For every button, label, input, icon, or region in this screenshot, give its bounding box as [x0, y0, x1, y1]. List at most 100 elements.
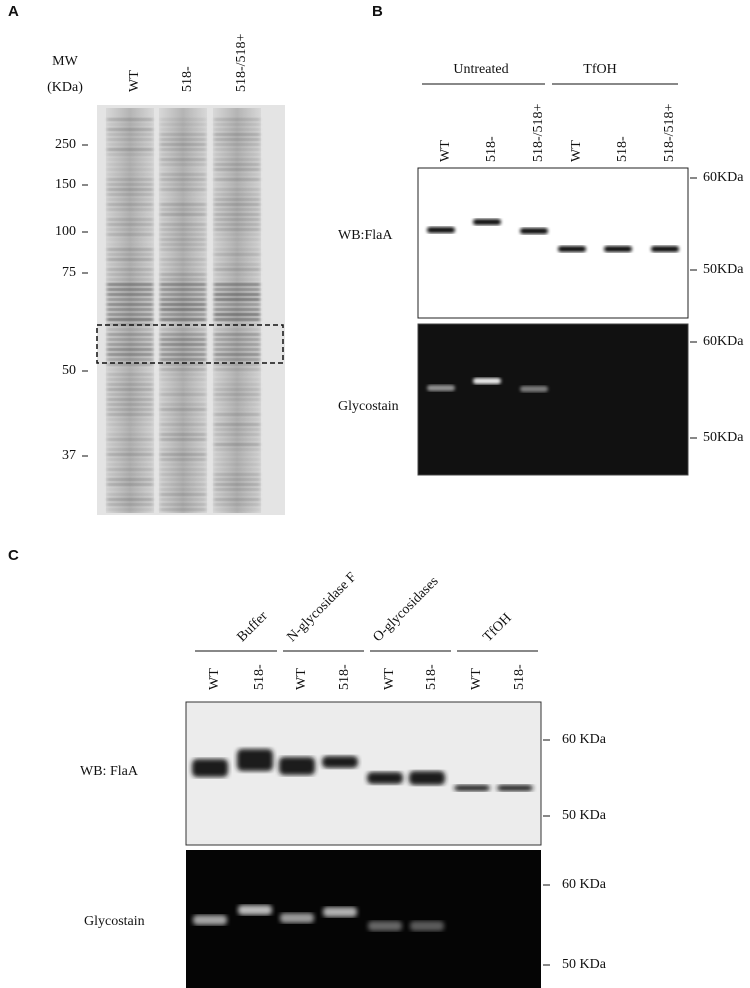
- gel-band: [214, 273, 260, 276]
- gel-band: [107, 233, 153, 236]
- row-label: Glycostain: [84, 914, 145, 929]
- gel-band: [160, 118, 206, 121]
- row-label: WB:FlaA: [338, 228, 393, 243]
- gel-band: [160, 203, 206, 206]
- gel-band: [107, 123, 153, 126]
- blot-band: [604, 246, 632, 252]
- gel-band: [107, 143, 153, 146]
- gel-band: [160, 398, 206, 401]
- glyco-band: [473, 378, 501, 384]
- gel-band: [160, 438, 206, 441]
- kda-marker: 60KDa: [703, 170, 744, 185]
- lane-label: 518-: [484, 136, 499, 162]
- gel-band: [214, 243, 260, 246]
- gel-band: [160, 253, 206, 256]
- gel-band: [107, 398, 153, 401]
- gel-band: [107, 158, 153, 161]
- mw-marker: 250: [55, 137, 76, 152]
- gel-band: [214, 143, 260, 146]
- gel-band: [214, 483, 260, 486]
- gel-band: [107, 188, 153, 191]
- gel-band: [107, 313, 153, 316]
- gel-band: [107, 293, 153, 296]
- gel-band: [160, 218, 206, 221]
- gel-band: [160, 198, 206, 201]
- lane-label: WT: [569, 140, 584, 162]
- lane-label: 518-: [180, 66, 195, 92]
- gel-band: [107, 468, 153, 471]
- panel-label: A: [8, 3, 19, 20]
- gel-band: [107, 288, 153, 291]
- gel-band: [214, 313, 260, 316]
- gel-band: [160, 408, 206, 411]
- gel-band: [160, 378, 206, 381]
- gel-band: [214, 493, 260, 496]
- gel-band: [160, 288, 206, 291]
- kda-marker: 60 KDa: [562, 877, 607, 892]
- gel-band: [214, 408, 260, 411]
- gel-band: [160, 483, 206, 486]
- gel-band: [160, 503, 206, 506]
- gel-band: [214, 183, 260, 186]
- blot-band: [651, 246, 679, 252]
- gel-band: [214, 353, 260, 356]
- lane-label: WT: [127, 70, 142, 92]
- gel-band: [107, 253, 153, 256]
- gel-band: [214, 328, 260, 331]
- gel-band: [160, 193, 206, 196]
- gel-band: [107, 413, 153, 416]
- gel-band: [107, 343, 153, 346]
- gel-band: [214, 448, 260, 451]
- gel-band: [160, 263, 206, 266]
- gel-band: [214, 308, 260, 311]
- gel-band: [160, 463, 206, 466]
- gel-band: [214, 218, 260, 221]
- gel-band: [214, 163, 260, 166]
- glyco-band: [280, 913, 314, 923]
- kda-marker: 60 KDa: [562, 732, 607, 747]
- gel-band: [107, 393, 153, 396]
- gel-band: [107, 273, 153, 276]
- gel-band: [160, 258, 206, 261]
- gel-band: [160, 303, 206, 306]
- gel-band: [160, 273, 206, 276]
- gel-band: [160, 428, 206, 431]
- gel-band: [107, 488, 153, 491]
- mw-marker: 75: [62, 265, 76, 280]
- gel-band: [214, 118, 260, 121]
- blot-band: [409, 771, 445, 785]
- gel-band: [107, 463, 153, 466]
- gel-band: [107, 498, 153, 501]
- glyco-band: [368, 921, 402, 931]
- gel-band: [160, 213, 206, 216]
- mw-header: MW: [52, 54, 78, 69]
- gel-band: [214, 133, 260, 136]
- gel-band: [160, 293, 206, 296]
- gel-band: [107, 408, 153, 411]
- gel-band: [214, 498, 260, 501]
- gel-band: [107, 203, 153, 206]
- mw-marker: 37: [62, 448, 76, 463]
- gel-band: [214, 303, 260, 306]
- gel-band: [214, 373, 260, 376]
- gel-band: [214, 363, 260, 366]
- gel-band: [107, 278, 153, 281]
- gel-band: [107, 168, 153, 171]
- blot-band: [279, 757, 315, 775]
- lane-label: 518-: [615, 136, 630, 162]
- gel-band: [160, 123, 206, 126]
- gel-band: [214, 368, 260, 371]
- gel-band: [214, 318, 260, 321]
- glyco-band: [427, 385, 455, 391]
- gel-band: [107, 503, 153, 506]
- gel-band: [214, 383, 260, 386]
- group-label: Buffer: [234, 609, 271, 646]
- gel-band: [160, 468, 206, 471]
- gel-band: [214, 413, 260, 416]
- kda-marker: 50 KDa: [562, 808, 607, 823]
- gel-band: [160, 418, 206, 421]
- gel-band: [107, 448, 153, 451]
- gel-band: [107, 483, 153, 486]
- lane-label: 518-/518+: [234, 33, 249, 92]
